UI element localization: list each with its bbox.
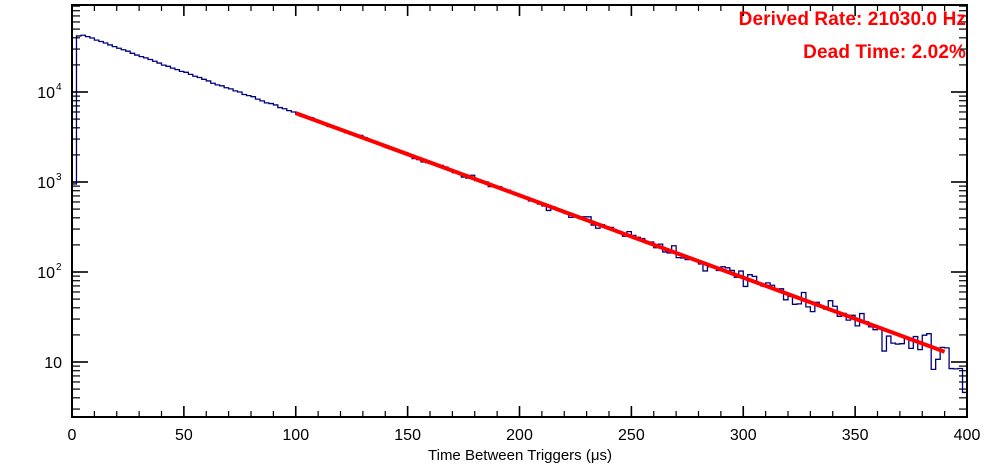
x-tick-label: 250: [618, 427, 645, 444]
y-tick-label: 10 4: [37, 82, 62, 102]
svg-text:2: 2: [56, 262, 62, 273]
x-axis-tick-labels: 0 50 100 150 200 250 300 350 400: [68, 427, 981, 444]
y-tick-label: 10: [44, 355, 62, 372]
x-tick-label: 50: [175, 427, 193, 444]
y-tick-label: 10 2: [37, 262, 62, 282]
svg-text:10: 10: [37, 175, 55, 192]
y-tick-label: 10 3: [37, 172, 62, 192]
svg-text:10: 10: [37, 265, 55, 282]
y-axis-ticks: [72, 5, 967, 410]
x-tick-label: 100: [282, 427, 309, 444]
svg-text:4: 4: [56, 82, 62, 93]
x-tick-label: 300: [730, 427, 757, 444]
svg-text:10: 10: [37, 85, 55, 102]
x-tick-label: 150: [394, 427, 421, 444]
x-axis-title: Time Between Triggers (μs): [428, 447, 612, 464]
x-tick-label: 0: [68, 427, 77, 444]
svg-text:10: 10: [44, 355, 62, 372]
fit-line-series: [295, 111, 946, 354]
svg-text:3: 3: [56, 172, 62, 183]
derived-rate-annotation: Derived Rate: 21030.0 Hz: [738, 9, 966, 30]
x-axis-ticks: [71, 5, 968, 417]
x-tick-label: 350: [842, 427, 869, 444]
x-tick-label: 200: [506, 427, 533, 444]
dead-time-annotation: Dead Time: 2.02%: [803, 42, 966, 63]
x-tick-label: 400: [954, 427, 981, 444]
